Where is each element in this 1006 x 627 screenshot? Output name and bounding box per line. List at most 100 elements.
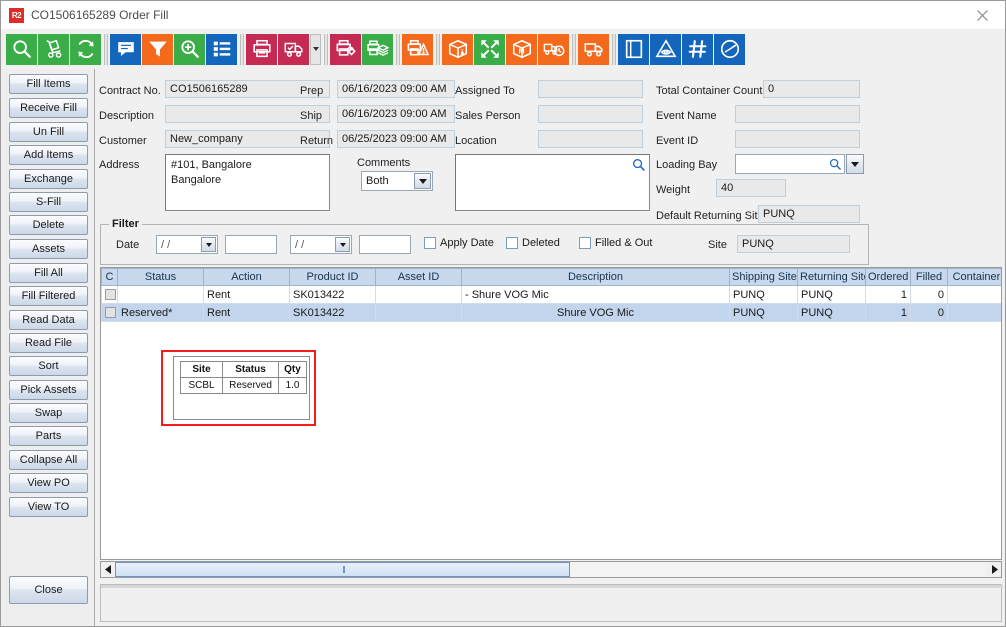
availability-popup[interactable]: Site Status Qty SCBL Reserved 1.0 <box>173 356 310 420</box>
scroll-right-icon[interactable] <box>987 562 1001 577</box>
zoom-in-icon[interactable] <box>174 33 205 65</box>
scroll-left-icon[interactable] <box>101 562 115 577</box>
hand-truck-icon[interactable] <box>38 33 69 65</box>
sidebar-item-collapse-all[interactable]: Collapse All <box>9 450 88 470</box>
search-icon[interactable] <box>829 158 841 173</box>
filter-icon[interactable] <box>142 33 173 65</box>
sidebar-item-pick-assets[interactable]: Pick Assets <box>9 380 88 400</box>
filter-date-to[interactable]: / / <box>290 235 352 254</box>
refresh-icon[interactable] <box>70 33 101 65</box>
contract-no-field[interactable]: CO1506165289 <box>165 80 330 98</box>
truck-clock-icon[interactable] <box>538 33 569 65</box>
event-name-field[interactable] <box>735 105 860 123</box>
description-field[interactable] <box>165 105 330 123</box>
sidebar-item-delete[interactable]: Delete <box>9 215 88 235</box>
sidebar-item-add-items[interactable]: Add Items <box>9 145 88 165</box>
sidebar-item-view-po[interactable]: View PO <box>9 473 88 493</box>
customer-field[interactable]: New_company <box>165 130 330 148</box>
sidebar-item-fill-items[interactable]: Fill Items <box>9 74 88 94</box>
location-field[interactable] <box>538 130 643 148</box>
filter-date-from-time[interactable] <box>225 235 277 254</box>
availability-row[interactable]: SCBL Reserved 1.0 <box>180 377 307 394</box>
sidebar-item-exchange[interactable]: Exchange <box>9 169 88 189</box>
weight-field[interactable]: 40 <box>716 179 786 197</box>
search-icon[interactable] <box>632 158 645 171</box>
sidebar-item-fill-filtered[interactable]: Fill Filtered <box>9 286 88 306</box>
col-returning-site[interactable]: Returning Site <box>797 268 866 286</box>
cell-action[interactable]: Rent <box>203 303 290 322</box>
sidebar-item-parts[interactable]: Parts <box>9 426 88 446</box>
scrollbar-thumb[interactable] <box>115 562 570 577</box>
search-icon[interactable] <box>6 33 37 65</box>
cell-container-id[interactable] <box>947 303 1001 322</box>
col-c[interactable]: C <box>101 268 118 286</box>
col-ordered[interactable]: Ordered <box>865 268 911 286</box>
cell-returning-site[interactable]: PUNQ <box>797 285 866 304</box>
scrollbar-track[interactable] <box>115 562 987 577</box>
col-action[interactable]: Action <box>203 268 290 286</box>
col-description[interactable]: Description <box>461 268 730 286</box>
sidebar-item-sort[interactable]: Sort <box>9 356 88 376</box>
deleted-checkbox[interactable]: Deleted <box>506 237 560 249</box>
default-returning-site-field[interactable]: PUNQ <box>758 205 860 223</box>
close-icon[interactable] <box>960 1 1005 29</box>
notes-field[interactable] <box>455 154 650 211</box>
address-field[interactable]: #101, Bangalore Bangalore <box>165 154 330 211</box>
col-shipping-site[interactable]: Shipping Site <box>729 268 798 286</box>
sidebar-item-swap[interactable]: Swap <box>9 403 88 423</box>
gauge-icon[interactable] <box>714 33 745 65</box>
table-row[interactable]: Rent SK013422 - Shure VOG Mic PUNQ PUNQ … <box>101 285 1001 304</box>
sidebar-item-read-file[interactable]: Read File <box>9 333 88 353</box>
cell-status[interactable] <box>117 285 204 304</box>
filter-site-field[interactable]: PUNQ <box>737 235 850 253</box>
sidebar-item-fill-all[interactable]: Fill All <box>9 263 88 283</box>
col-product-id[interactable]: Product ID <box>289 268 376 286</box>
chevron-down-icon[interactable] <box>335 237 350 252</box>
print-warning-icon[interactable] <box>402 33 433 65</box>
sales-person-field[interactable] <box>538 105 643 123</box>
cell-filled[interactable]: 0 <box>910 303 948 322</box>
event-id-field[interactable] <box>735 130 860 148</box>
truck-icon[interactable] <box>578 33 609 65</box>
cell-shipping-site[interactable]: PUNQ <box>729 285 798 304</box>
print-truck-icon[interactable] <box>278 33 309 65</box>
cell-description[interactable]: Shure VOG Mic <box>461 303 730 322</box>
cell-asset-id[interactable] <box>375 303 462 322</box>
print-tag-icon[interactable] <box>330 33 361 65</box>
print-layers-icon[interactable] <box>362 33 393 65</box>
ship-field[interactable]: 06/16/2023 09:00 AM <box>337 105 455 123</box>
col-filled[interactable]: Filled <box>910 268 948 286</box>
filled-out-checkbox[interactable]: Filled & Out <box>579 237 652 249</box>
list-icon[interactable] <box>206 33 237 65</box>
print-icon[interactable] <box>246 33 277 65</box>
col-status[interactable]: Status <box>117 268 204 286</box>
col-asset-id[interactable]: Asset ID <box>375 268 462 286</box>
hash-icon[interactable] <box>682 33 713 65</box>
cell-returning-site[interactable]: PUNQ <box>797 303 866 322</box>
close-button[interactable]: Close <box>9 576 88 604</box>
total-container-count-field[interactable]: 0 <box>763 80 860 98</box>
cell-ordered[interactable]: 1 <box>865 285 911 304</box>
grid-horizontal-scrollbar[interactable] <box>100 561 1002 578</box>
row-checkbox[interactable] <box>105 288 116 300</box>
apply-date-checkbox[interactable]: Apply Date <box>424 237 494 249</box>
print-dropdown-icon[interactable] <box>310 33 321 65</box>
book-icon[interactable] <box>618 33 649 65</box>
chevron-down-icon[interactable] <box>414 173 431 189</box>
warning-eye-icon[interactable] <box>650 33 681 65</box>
cell-ordered[interactable]: 1 <box>865 303 911 322</box>
col-container-id[interactable]: Container ID <box>947 268 1001 286</box>
cell-filled[interactable]: 0 <box>910 285 948 304</box>
cell-product-id[interactable]: SK013422 <box>289 285 376 304</box>
loading-bay-dropdown-icon[interactable] <box>846 154 864 174</box>
chevron-down-icon[interactable] <box>201 237 216 252</box>
table-row[interactable]: Reserved* Rent SK013422 Shure VOG Mic PU… <box>101 303 1001 322</box>
comment-icon[interactable] <box>110 33 141 65</box>
sidebar-item-assets[interactable]: Assets <box>9 239 88 259</box>
sidebar-item-read-data[interactable]: Read Data <box>9 310 88 330</box>
return-field[interactable]: 06/25/2023 09:00 AM <box>337 130 455 148</box>
comments-select[interactable]: Both <box>361 171 433 191</box>
sidebar-item-s-fill[interactable]: S-Fill <box>9 192 88 212</box>
sidebar-item-receive-fill[interactable]: Receive Fill <box>9 98 88 118</box>
cell-shipping-site[interactable]: PUNQ <box>729 303 798 322</box>
